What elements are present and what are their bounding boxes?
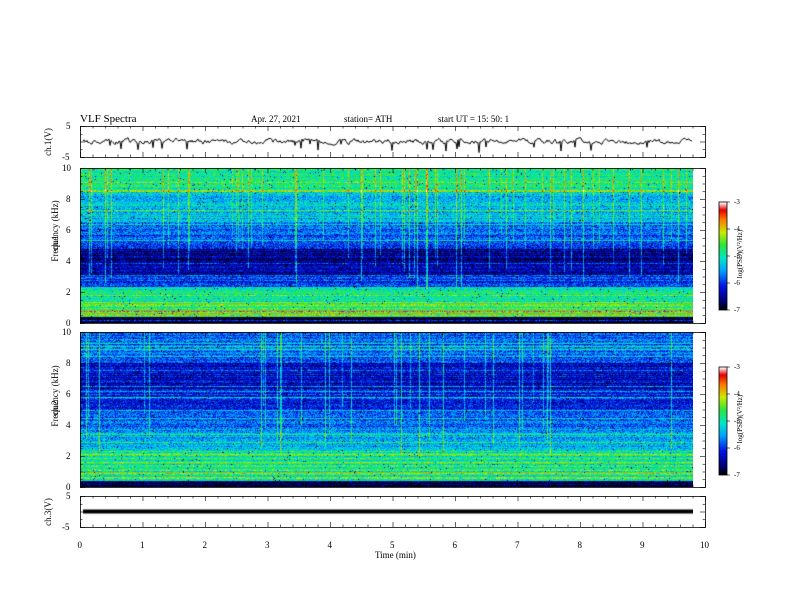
ch2-spec-ytick-2: 6: [66, 389, 71, 399]
x-tick-label-5: 5: [390, 540, 395, 550]
x-tick-label-8: 8: [577, 540, 583, 550]
ch2-spec-ytick-4: 2: [66, 451, 71, 461]
x-tick-label-10: 10: [700, 540, 709, 550]
ch1-wave-ytick-bottom: -5: [62, 152, 70, 162]
ch2-spec-ytick-0: 10: [62, 327, 71, 337]
ch1-spec-frame: [80, 168, 706, 324]
colorbar-ch1: [719, 202, 727, 310]
ch2-spec-frame: [80, 332, 706, 488]
colorbar-ch2-tick-1: -4: [734, 390, 740, 398]
ch1-spec-ytick-5: 0: [66, 318, 71, 328]
ch1-spectrogram: [80, 168, 693, 323]
colorbar-ch2: [719, 367, 727, 475]
x-tick-label-6: 6: [452, 540, 458, 550]
colorbar-ch1-tick-3: -6: [734, 279, 740, 287]
colorbar-ch2-label: log(PSD)(V²/Hz): [736, 394, 744, 444]
colorbar-ch1-tick-1: -4: [734, 225, 740, 233]
ch1-waveform-plot: [80, 126, 693, 157]
ch2-spectrogram: [80, 332, 693, 487]
x-tick-label-7: 7: [515, 540, 520, 550]
ch1-spec-ytick-4: 2: [66, 287, 71, 297]
ch2-spec-ytick-3: 4: [66, 420, 71, 430]
ch3-wave-ytick-bottom: -5: [62, 522, 70, 532]
chart-title: VLF Spectra: [80, 113, 137, 125]
colorbar-ch1-frame: [718, 201, 728, 311]
x-tick-label-2: 2: [202, 540, 208, 550]
ch3-wave-ylabel: ch.3(V): [43, 498, 53, 526]
ch1-spec-ylabel-frequency: Frequency (kHz): [50, 200, 60, 262]
colorbar-ch1-tick-4: -7: [734, 306, 740, 314]
ch1-spec-ytick-0: 10: [62, 163, 71, 173]
ch1-spec-ytick-2: 6: [66, 225, 71, 235]
ch2-spec-ytick-5: 0: [66, 482, 71, 492]
colorbar-ch1-tick-0: -3: [734, 198, 740, 206]
colorbar-ch2-tick-2: -5: [734, 417, 740, 425]
ch1-wave-ylabel: ch.1(V): [43, 128, 53, 156]
colorbar-ch2-tick-4: -7: [734, 471, 740, 479]
ch1-spec-ytick-1: 8: [66, 194, 71, 204]
ch2-spec-ylabel-frequency: Frequency (kHz): [50, 365, 60, 427]
x-tick-label-9: 9: [640, 540, 645, 550]
x-tick-label-3: 3: [265, 540, 270, 550]
x-tick-label-1: 1: [140, 540, 145, 550]
x-tick-label-4: 4: [327, 540, 333, 550]
colorbar-ch1-label: log(PSD)(V²/Hz): [736, 229, 744, 279]
colorbar-ch2-tick-0: -3: [734, 363, 740, 371]
ch3-wave-ytick-top: 5: [66, 491, 71, 501]
ch1-wave-ytick-top: 5: [66, 121, 71, 131]
x-axis-label: Time (min): [375, 550, 416, 560]
ch3-waveform-plot: [80, 496, 693, 527]
x-tick-label-0: 0: [77, 540, 83, 550]
date-label: Apr. 27, 2021: [251, 114, 301, 124]
colorbar-ch2-frame: [718, 366, 728, 476]
colorbar-ch2-tick-3: -6: [734, 444, 740, 452]
colorbar-ch1-tick-2: -5: [734, 252, 740, 260]
ch2-spec-ytick-1: 8: [66, 358, 71, 368]
ch1-spec-ytick-3: 4: [66, 256, 71, 266]
start-ut-label: start UT = 15: 50: 1: [438, 114, 510, 124]
station-label: station= ATH: [344, 114, 393, 124]
